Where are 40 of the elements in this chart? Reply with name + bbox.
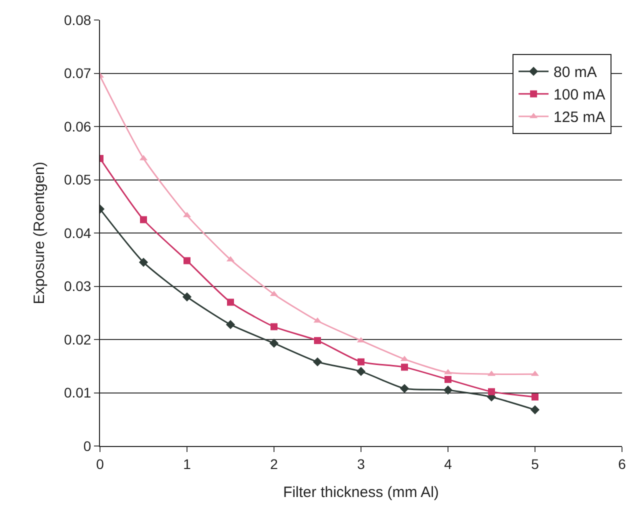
point — [138, 258, 148, 267]
y-tick-label: 0.03 — [64, 278, 92, 294]
point — [444, 376, 452, 383]
y-tick-label: 0.04 — [64, 224, 92, 241]
point — [184, 257, 190, 264]
point — [269, 338, 279, 348]
point — [270, 323, 278, 330]
legend-label: 80 mA — [554, 64, 597, 82]
point — [488, 388, 495, 396]
y-tick-label: 0.07 — [64, 65, 92, 82]
point — [314, 337, 321, 344]
point — [532, 394, 538, 401]
point — [530, 405, 540, 414]
x-tick-label: 1 — [183, 456, 192, 472]
y-tick-label: 0.05 — [64, 172, 92, 188]
point — [401, 364, 408, 371]
point — [227, 298, 234, 306]
legend-label: 100 mA — [554, 86, 606, 104]
point — [356, 366, 366, 376]
point — [182, 292, 192, 302]
y-tick-label: 0.06 — [64, 118, 92, 134]
x-tick-label: 6 — [618, 456, 626, 472]
x-tick-label: 3 — [357, 456, 366, 472]
point — [226, 320, 236, 330]
point — [312, 357, 322, 366]
x-tick-label: 5 — [531, 456, 540, 472]
point — [400, 384, 410, 394]
x-axis-title: Filter thickness (mm Al) — [283, 484, 439, 501]
legend-label: 125 mA — [554, 109, 606, 126]
point — [140, 216, 147, 224]
point — [358, 358, 364, 366]
x-tick-label: 2 — [270, 456, 278, 472]
x-tick-label: 0 — [96, 456, 104, 472]
point — [443, 386, 453, 395]
y-tick-label: 0 — [83, 438, 92, 454]
y-tick-label: 0.02 — [64, 331, 92, 348]
y-tick-label: 0.08 — [64, 12, 92, 28]
y-axis-title: Exposure (Roentgen) — [31, 162, 48, 304]
y-tick-label: 0.01 — [64, 384, 92, 401]
x-tick-label: 4 — [444, 456, 452, 472]
